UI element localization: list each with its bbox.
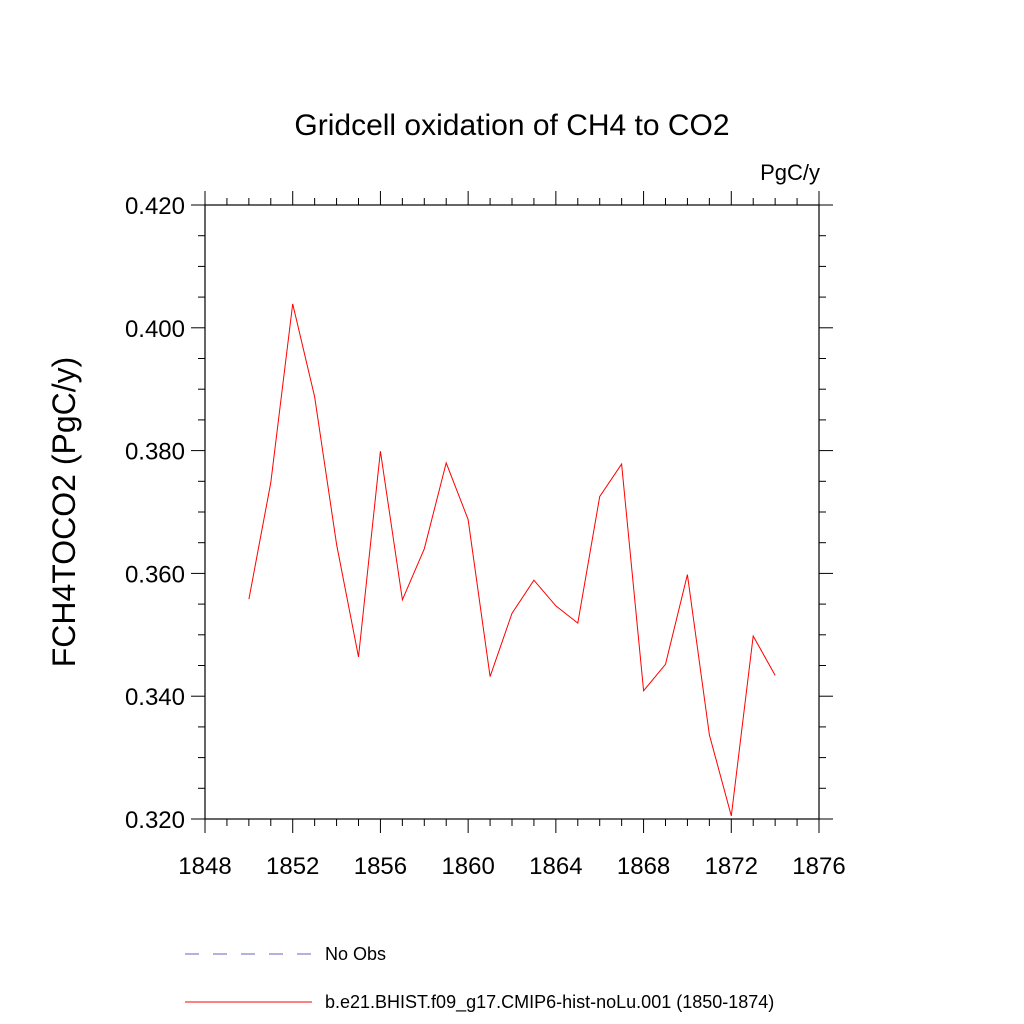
axis-ticks: 1848 1852 1856 1860 1864 1868 1872 1876 0.320 0.3… <box>125 191 846 880</box>
x-tick-label: 1864 <box>529 853 582 880</box>
x-tick-label: 1860 <box>441 853 494 880</box>
x-tick-label: 1856 <box>354 853 407 880</box>
y-tick-label: 0.400 <box>125 316 185 343</box>
series-line <box>248 303 776 817</box>
y-tick-label: 0.420 <box>125 193 185 220</box>
series-layer <box>248 303 776 817</box>
x-tick-label: 1872 <box>705 853 758 880</box>
y-tick-label: 0.320 <box>125 807 185 834</box>
chart-title: Gridcell oxidation of CH4 to CO2 <box>294 109 729 142</box>
x-tick-label: 1868 <box>617 853 670 880</box>
x-tick-label: 1848 <box>178 853 231 880</box>
y-tick-label: 0.340 <box>125 684 185 711</box>
x-tick-label: 1852 <box>266 853 319 880</box>
x-tick-label: 1876 <box>792 853 845 880</box>
legend: No Obs b.e21.BHIST.f09_g17.CMIP6-hist-no… <box>185 944 774 1013</box>
units-label: PgC/y <box>760 160 820 185</box>
y-tick-label: 0.360 <box>125 561 185 588</box>
legend-label-run: b.e21.BHIST.f09_g17.CMIP6-hist-noLu.001 … <box>325 992 774 1013</box>
y-tick-label: 0.380 <box>125 439 185 466</box>
legend-label-no-obs: No Obs <box>325 944 386 964</box>
y-axis-label: FCH4TOCO2 (PgC/y) <box>46 357 82 668</box>
plot-frame <box>204 204 820 820</box>
